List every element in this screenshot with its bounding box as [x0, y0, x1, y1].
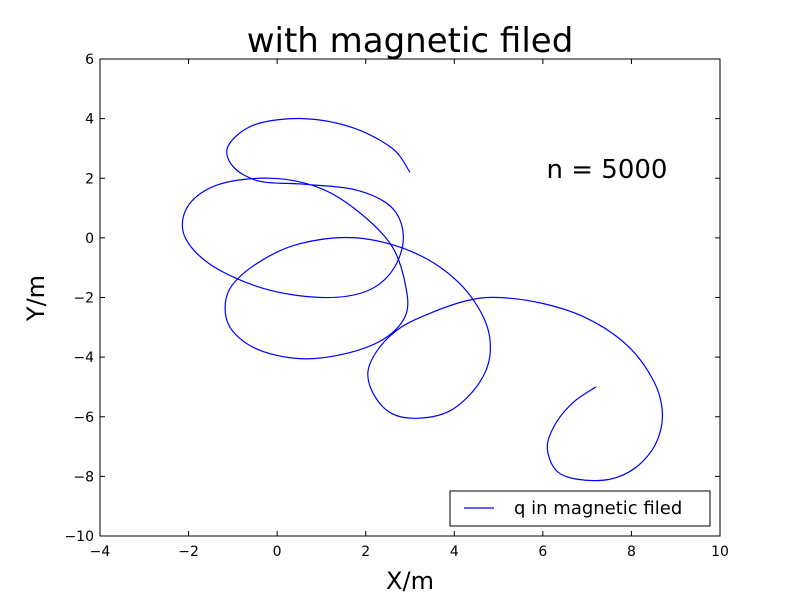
y-tick-label: −10	[64, 529, 94, 545]
y-tick-label: −4	[73, 350, 94, 366]
x-tick-label: 8	[627, 544, 636, 560]
y-tick-label: −8	[73, 469, 94, 485]
plot-area	[99, 58, 721, 537]
y-tick-label: 4	[85, 112, 94, 128]
x-tick-label: 6	[538, 544, 547, 560]
x-tick-label: 10	[711, 544, 729, 560]
x-tick-label: −4	[90, 544, 111, 560]
y-axis-label: Y/m	[22, 275, 50, 322]
chart-title: with magnetic filed	[247, 21, 574, 61]
y-tick-label: −2	[73, 291, 94, 307]
legend-label: q in magnetic filed	[514, 498, 682, 519]
x-tick-label: −2	[178, 544, 199, 560]
series-line-q-in-magnetic-filed	[181, 117, 664, 482]
annotation-n: n = 5000	[547, 155, 668, 185]
x-axis-label: X/m	[386, 567, 434, 595]
y-tick-label: −6	[73, 410, 94, 426]
y-tick-label: 0	[85, 231, 94, 247]
x-tick-label: 0	[273, 544, 282, 560]
y-tick-label: 6	[85, 52, 94, 68]
x-tick-label: 2	[361, 544, 370, 560]
x-tick-label: 4	[450, 544, 459, 560]
plot-frame	[99, 58, 721, 537]
y-tick-label: 2	[85, 171, 94, 187]
axis-ticks: −4 −2 0 2 4 6 8 10 −10 −8 −6 −4 −2 0 2 4 6	[64, 52, 728, 560]
legend: q in magnetic filed	[449, 490, 711, 527]
